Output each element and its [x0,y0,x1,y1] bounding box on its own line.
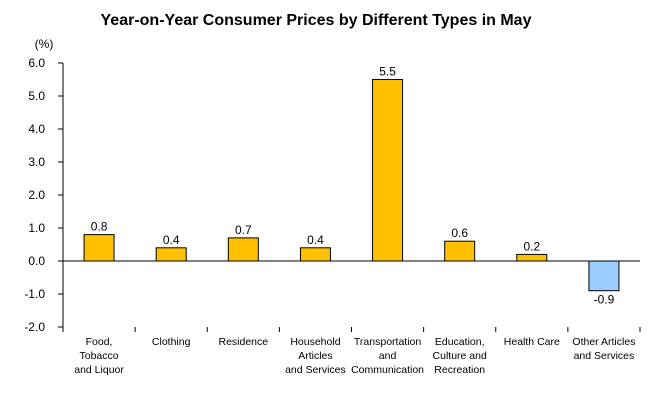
data-label: -0.9 [594,293,615,307]
axis-layer: 6.0 5.0 4.0 3.0 2.0 1.0 0.0 -1.0 -2.0 [24,56,641,334]
category-label: Education, [435,336,485,348]
category-label: and Services [285,364,346,376]
y-tick-label: 5.0 [28,89,45,103]
data-label: 0.7 [235,223,252,237]
category-labels-layer: Food, Tobacco and Liquor Clothing Residence H… [74,336,635,376]
bar [227,237,259,262]
bar [516,253,548,262]
data-label: 0.6 [451,226,468,240]
data-labels-layer: 0.8 0.4 0.7 0.4 5.5 0.6 0.2 -0.9 [91,65,615,307]
bar [372,79,404,262]
category-label: Communication [351,364,424,376]
data-label: 0.4 [163,233,180,247]
y-tick-label: -2.0 [24,320,45,334]
y-axis-unit-label: (%) [35,37,54,51]
category-label: and Services [574,350,635,362]
category-label: Recreation [434,364,485,376]
category-label: Other Articles [572,336,635,348]
y-tick-label: -1.0 [24,287,45,301]
bar [83,234,115,262]
y-tick-label: 3.0 [28,155,45,169]
category-label: Clothing [152,336,191,348]
category-label: Articles [298,350,332,362]
category-label: Household [290,336,340,348]
data-label: 0.4 [307,233,324,247]
category-label: Food, [86,336,113,348]
category-label: Tobacco [80,350,119,362]
category-label: Transportation [354,336,421,348]
category-label: and [379,350,397,362]
data-label: 0.8 [91,220,108,234]
category-label: Culture and [433,350,487,362]
chart-title: Year-on-Year Consumer Prices by Differen… [101,12,532,29]
data-label: 5.5 [379,65,396,79]
bar [155,247,187,262]
category-label: Health Care [504,336,560,348]
bar [444,240,476,262]
y-tick-label: 6.0 [28,56,45,70]
data-label: 0.2 [523,239,540,253]
bar [588,260,620,292]
category-label: and Liquor [74,364,124,376]
y-tick-label: 2.0 [28,188,45,202]
category-label: Residence [219,336,269,348]
y-tick-label: 0.0 [28,254,45,268]
y-tick-label: 1.0 [28,221,45,235]
bars-layer [83,79,620,292]
bar [299,247,331,262]
y-tick-label: 4.0 [28,122,45,136]
